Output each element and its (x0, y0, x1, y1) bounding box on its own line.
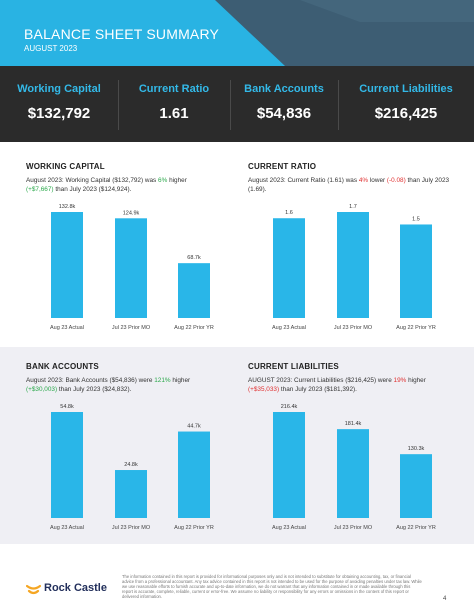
current-ratio-chart: 1.6 Aug 23 Actual 1.7 Jul 23 Prior MO 1.5 Aug… (248, 200, 448, 335)
category-label: Aug 22 Prior YR (396, 325, 436, 331)
section-title-working-capital: WORKING CAPITAL (26, 162, 105, 171)
category-label: Jul 23 Prior MO (334, 325, 373, 331)
report-header: BALANCE SHEET SUMMARY AUGUST 2023 (0, 0, 474, 66)
current_liabilities-chart-svg: 216.4k Aug 23 Actual 181.4k Jul 23 Prior MO… (272, 404, 436, 531)
bar-value-label: 1.7 (349, 204, 357, 210)
bar-value-label: 24.8k (124, 462, 138, 468)
kpi-label: Bank Accounts (244, 83, 324, 95)
working-capital-chart: 132.8k Aug 23 Actual 124.9k Jul 23 Prior MO… (26, 200, 226, 335)
kpi-divider (230, 80, 231, 130)
category-label: Aug 23 Actual (272, 525, 306, 531)
category-label: Aug 22 Prior YR (174, 325, 214, 331)
page-number: 4 (443, 596, 447, 602)
section-desc-bank-accounts: August 2023: Bank Accounts ($54,836) wer… (26, 377, 191, 393)
disclaimer-text: The information contained in this report… (122, 574, 422, 599)
bank-accounts-chart: 54.8k Aug 23 Actual 24.8k Jul 23 Prior MO 44… (26, 400, 226, 535)
section-desc-current-liabilities: AUGUST 2023: Current Liabilities ($216,4… (248, 377, 426, 393)
bar-value-label: 68.7k (187, 255, 201, 261)
kpi-label: Current Liabilities (359, 83, 453, 95)
header-decoration (215, 0, 474, 66)
kpi-working-capital: Working Capital $132,792 (0, 66, 118, 142)
bar-value-label: 132.8k (59, 204, 76, 210)
chart-bar (400, 454, 432, 518)
chart-bar (51, 212, 83, 318)
category-label: Jul 23 Prior MO (334, 525, 373, 531)
kpi-divider (118, 80, 119, 130)
kpi-value: $132,792 (27, 105, 91, 122)
kpi-current-liabilities: Current Liabilities $216,425 (338, 66, 474, 142)
rock-castle-logo-icon (26, 584, 41, 595)
chart-bar (273, 218, 305, 318)
category-label: Jul 23 Prior MO (112, 325, 151, 331)
bar-value-label: 124.9k (123, 210, 140, 216)
kpi-bank-accounts: Bank Accounts $54,836 (230, 66, 338, 142)
bar-value-label: 44.7k (187, 424, 201, 430)
chart-bar (400, 224, 432, 318)
category-label: Aug 23 Actual (50, 325, 84, 331)
bar-value-label: 54.8k (60, 404, 74, 410)
chart-bar (115, 218, 147, 318)
kpi-current-ratio: Current Ratio 1.61 (118, 66, 230, 142)
section-title-bank-accounts: BANK ACCOUNTS (26, 362, 99, 371)
kpi-label: Working Capital (17, 83, 101, 95)
chart-bar (178, 263, 210, 318)
bank_accounts-chart-svg: 54.8k Aug 23 Actual 24.8k Jul 23 Prior MO 44… (50, 404, 214, 531)
current-liabilities-chart: 216.4k Aug 23 Actual 181.4k Jul 23 Prior MO… (248, 400, 448, 535)
category-label: Aug 23 Actual (50, 525, 84, 531)
page-title: BALANCE SHEET SUMMARY (24, 26, 220, 42)
section-title-current-liabilities: CURRENT LIABILITIES (248, 362, 339, 371)
section-desc-current-ratio: August 2023: Current Ratio (1.61) was 4%… (248, 177, 450, 193)
category-label: Aug 22 Prior YR (174, 525, 214, 531)
bar-value-label: 1.5 (412, 216, 420, 222)
kpi-band: Working Capital $132,792 Current Ratio 1… (0, 66, 474, 142)
company-logo-text: Rock Castle (44, 582, 107, 594)
kpi-value: 1.61 (159, 105, 189, 122)
kpi-value: $216,425 (374, 105, 438, 122)
bar-value-label: 181.4k (345, 421, 362, 427)
page-subtitle: AUGUST 2023 (24, 44, 78, 53)
chart-bar (51, 412, 83, 518)
current_ratio-chart-svg: 1.6 Aug 23 Actual 1.7 Jul 23 Prior MO 1.5 Aug… (272, 204, 436, 331)
chart-bar (273, 412, 305, 518)
bar-value-label: 216.4k (281, 404, 298, 410)
category-label: Aug 23 Actual (272, 325, 306, 331)
kpi-value: $54,836 (256, 105, 312, 122)
kpi-label: Current Ratio (138, 83, 210, 95)
chart-bar (115, 470, 147, 518)
chart-bar (178, 431, 210, 518)
bar-value-label: 130.3k (408, 446, 425, 452)
category-label: Aug 22 Prior YR (396, 525, 436, 531)
section-desc-working-capital: August 2023: Working Capital ($132,792) … (26, 177, 187, 193)
bar-value-label: 1.6 (285, 210, 293, 216)
working_capital-chart-svg: 132.8k Aug 23 Actual 124.9k Jul 23 Prior MO… (50, 204, 214, 331)
kpi-divider (338, 80, 339, 130)
chart-bar (337, 212, 369, 318)
section-title-current-ratio: CURRENT RATIO (248, 162, 317, 171)
category-label: Jul 23 Prior MO (112, 525, 151, 531)
chart-bar (337, 429, 369, 518)
